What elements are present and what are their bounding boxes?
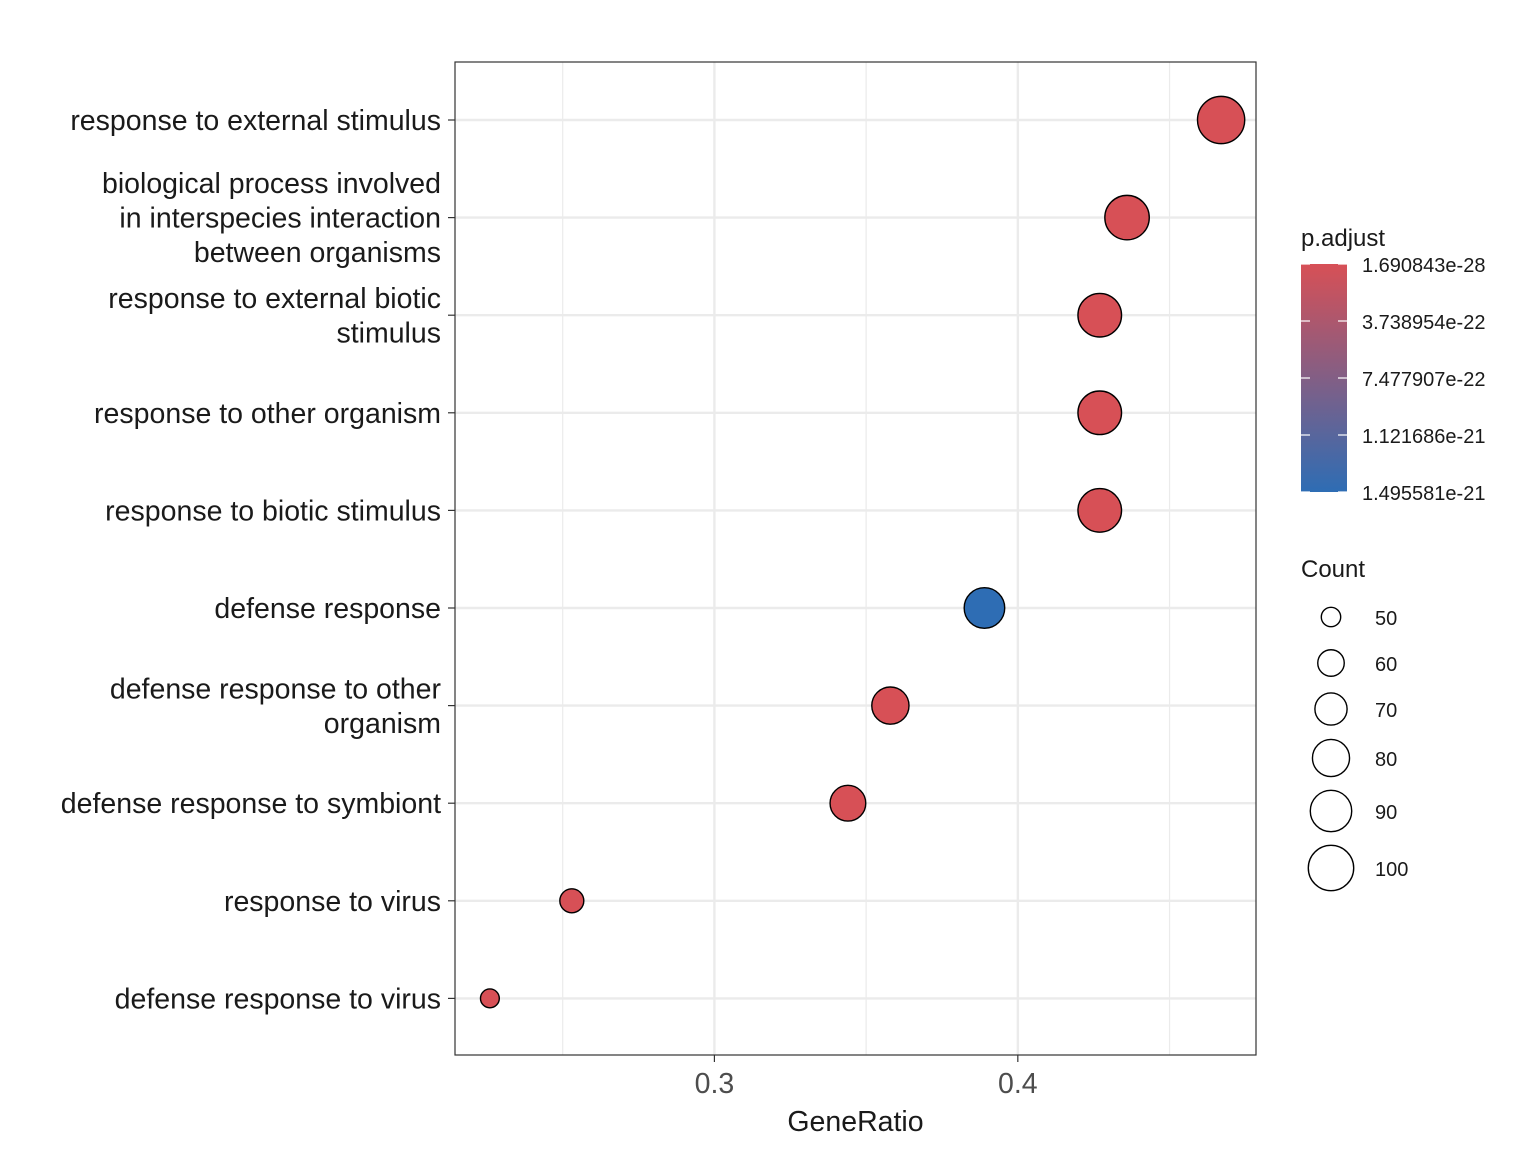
y-tick-label: defense response to other <box>110 673 442 705</box>
y-tick-label: defense response to virus <box>115 983 441 1015</box>
grid-lines <box>455 62 1256 1055</box>
data-point <box>1077 487 1123 533</box>
y-tick-label: stimulus <box>336 317 441 349</box>
y-tick-label: response to virus <box>224 886 441 918</box>
y-tick-label: defense response to symbiont <box>61 788 441 820</box>
data-point <box>559 888 585 914</box>
data-point <box>1196 95 1246 145</box>
y-tick-label: organism <box>324 708 441 740</box>
colorbar-label: 3.738954e-22 <box>1362 312 1485 334</box>
x-tick-label: 0.3 <box>695 1068 735 1100</box>
data-point <box>1077 390 1123 436</box>
y-tick-label: response to other organism <box>94 398 441 430</box>
colorbar-label: 1.690843e-28 <box>1362 255 1485 277</box>
colorbar-label: 1.495581e-21 <box>1362 483 1485 505</box>
x-tick-label: 0.4 <box>998 1068 1038 1100</box>
size-legend-title: Count <box>1301 556 1365 583</box>
size-legend-label: 100 <box>1375 859 1408 881</box>
y-axis: response to external stimulus biological … <box>61 105 455 1015</box>
size-legend-key <box>1317 649 1345 677</box>
y-tick-label: biological process involved <box>102 168 441 200</box>
size-legend-label: 50 <box>1375 608 1397 630</box>
data-point <box>1077 292 1123 338</box>
data-point <box>1104 194 1150 241</box>
y-tick-label: between organisms <box>194 237 441 269</box>
data-points <box>479 95 1246 1009</box>
x-axis-title: GeneRatio <box>787 1106 923 1138</box>
y-tick-label: response to external stimulus <box>70 105 441 137</box>
plot-panel <box>454 61 1257 1056</box>
size-legend-key <box>1311 738 1351 778</box>
y-tick-label: response to external biotic <box>108 283 441 315</box>
color-legend-title: p.adjust <box>1301 225 1385 252</box>
size-legend-key <box>1307 844 1355 892</box>
colorbar-label: 1.121686e-21 <box>1362 426 1485 448</box>
size-legend-key <box>1309 789 1353 833</box>
y-tick-label: in interspecies interaction <box>119 203 441 235</box>
colorbar-label: 7.477907e-22 <box>1362 369 1485 391</box>
data-point <box>829 784 867 822</box>
size-legend-key <box>1314 692 1348 726</box>
size-legend-label: 60 <box>1375 654 1397 676</box>
size-legend-label: 80 <box>1375 749 1397 771</box>
data-point <box>871 686 910 725</box>
size-legend-key <box>1320 606 1342 628</box>
size-legend: Count 50 60 70 80 90 100 <box>1301 556 1408 892</box>
data-point <box>963 587 1006 629</box>
color-legend: p.adjust 1.690843e-28 3.738954e-22 7.47790… <box>1301 225 1485 505</box>
panel-border <box>454 61 1257 1056</box>
y-tick-label: defense response <box>214 593 441 625</box>
x-axis: 0.3 0.4 <box>695 1055 1038 1100</box>
data-point <box>479 988 501 1009</box>
y-tick-label: response to biotic stimulus <box>105 495 441 527</box>
size-legend-label: 90 <box>1375 802 1397 824</box>
size-legend-label: 70 <box>1375 700 1397 722</box>
